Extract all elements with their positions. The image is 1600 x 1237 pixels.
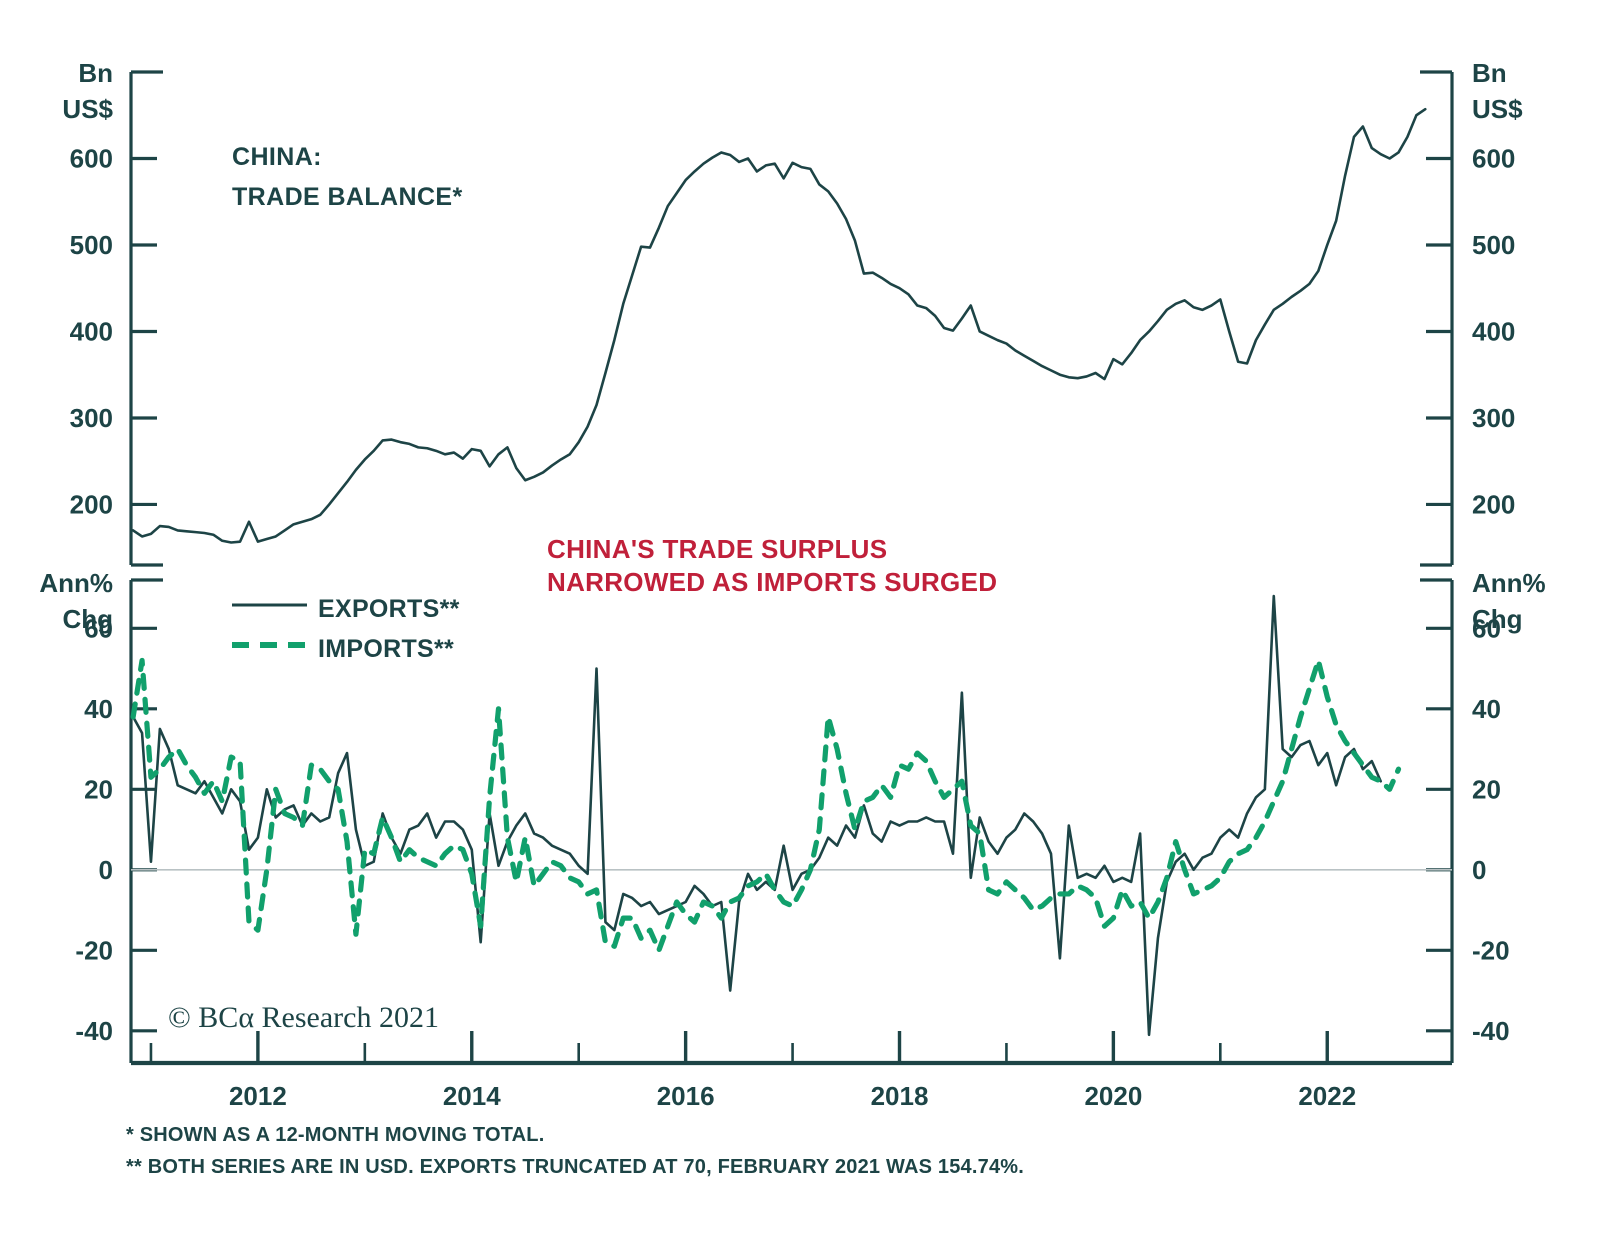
exports-line bbox=[131, 594, 1383, 1037]
y-tick-label-right: 200 bbox=[1472, 489, 1515, 519]
y-tick-label-right: 400 bbox=[1472, 316, 1515, 346]
series-lines bbox=[130, 107, 1427, 1037]
x-axis-year-label: 2020 bbox=[1084, 1081, 1142, 1111]
y-axis-unit-bn-right: Bn bbox=[1472, 58, 1507, 88]
copyright-notice: © BCα Research 2021 bbox=[168, 1001, 439, 1034]
y-tick-label-right: 60 bbox=[1472, 613, 1501, 643]
y-tick-label-left: 200 bbox=[70, 489, 113, 519]
y-tick-label-right: 500 bbox=[1472, 230, 1515, 260]
trade-balance-line bbox=[131, 107, 1427, 544]
panel-title-line2: TRADE BALANCE* bbox=[232, 183, 463, 211]
legend-label-imports: IMPORTS** bbox=[318, 635, 454, 663]
x-axis-year-label: 2012 bbox=[229, 1081, 287, 1111]
y-axis-unit-usd-left: US$ bbox=[62, 94, 113, 124]
y-tick-label-right: -20 bbox=[1472, 935, 1510, 965]
y-tick-label-left: 300 bbox=[70, 403, 113, 433]
y-tick-label-left: -20 bbox=[75, 935, 113, 965]
chart-annotation-line2: NARROWED AS IMPORTS SURGED bbox=[547, 567, 997, 597]
y-tick-label-right: 300 bbox=[1472, 403, 1515, 433]
y-tick-label-left: 60 bbox=[84, 613, 113, 643]
footnote-2: ** BOTH SERIES ARE IN USD. EXPORTS TRUNC… bbox=[126, 1156, 1024, 1178]
y-tick-label-left: 600 bbox=[70, 143, 113, 173]
y-tick-label-left: 500 bbox=[70, 230, 113, 260]
y-tick-label-right: 20 bbox=[1472, 774, 1501, 804]
y-tick-label-left: 400 bbox=[70, 316, 113, 346]
x-axis-ticks bbox=[149, 1031, 1329, 1063]
y-tick-label-left: 40 bbox=[84, 694, 113, 724]
y-axis-unit-annpct-right: Ann% bbox=[1472, 568, 1546, 598]
x-axis-year-label: 2016 bbox=[657, 1081, 715, 1111]
y-axis-unit-annpct-left: Ann% bbox=[39, 568, 113, 598]
imports-line bbox=[130, 657, 1402, 953]
y-tick-label-left: 20 bbox=[84, 774, 113, 804]
y-axis-unit-bn-left: Bn bbox=[78, 58, 113, 88]
x-axis-year-label: 2018 bbox=[871, 1081, 929, 1111]
y-axis-unit-chg-right: Chg bbox=[1472, 604, 1523, 634]
y-tick-label-right: 0 bbox=[1472, 855, 1486, 885]
y-axis-unit-chg-left: Chg bbox=[62, 604, 113, 634]
panel-title-line1: CHINA: bbox=[232, 143, 322, 171]
x-axis-year-label: 2022 bbox=[1298, 1081, 1356, 1111]
chart-annotation-line1: CHINA'S TRADE SURPLUS bbox=[547, 534, 887, 564]
y-tick-label-right: -40 bbox=[1472, 1016, 1510, 1046]
y-tick-label-right: 600 bbox=[1472, 143, 1515, 173]
y-axis-unit-usd-right: US$ bbox=[1472, 94, 1523, 124]
y-tick-label-left: 0 bbox=[99, 855, 113, 885]
x-axis-year-label: 2014 bbox=[443, 1081, 501, 1111]
y-tick-label-right: 40 bbox=[1472, 694, 1501, 724]
legend-label-exports: EXPORTS** bbox=[318, 595, 460, 623]
y-tick-label-left: -40 bbox=[75, 1016, 113, 1046]
footnote-1: * SHOWN AS A 12-MONTH MOVING TOTAL. bbox=[126, 1124, 544, 1146]
